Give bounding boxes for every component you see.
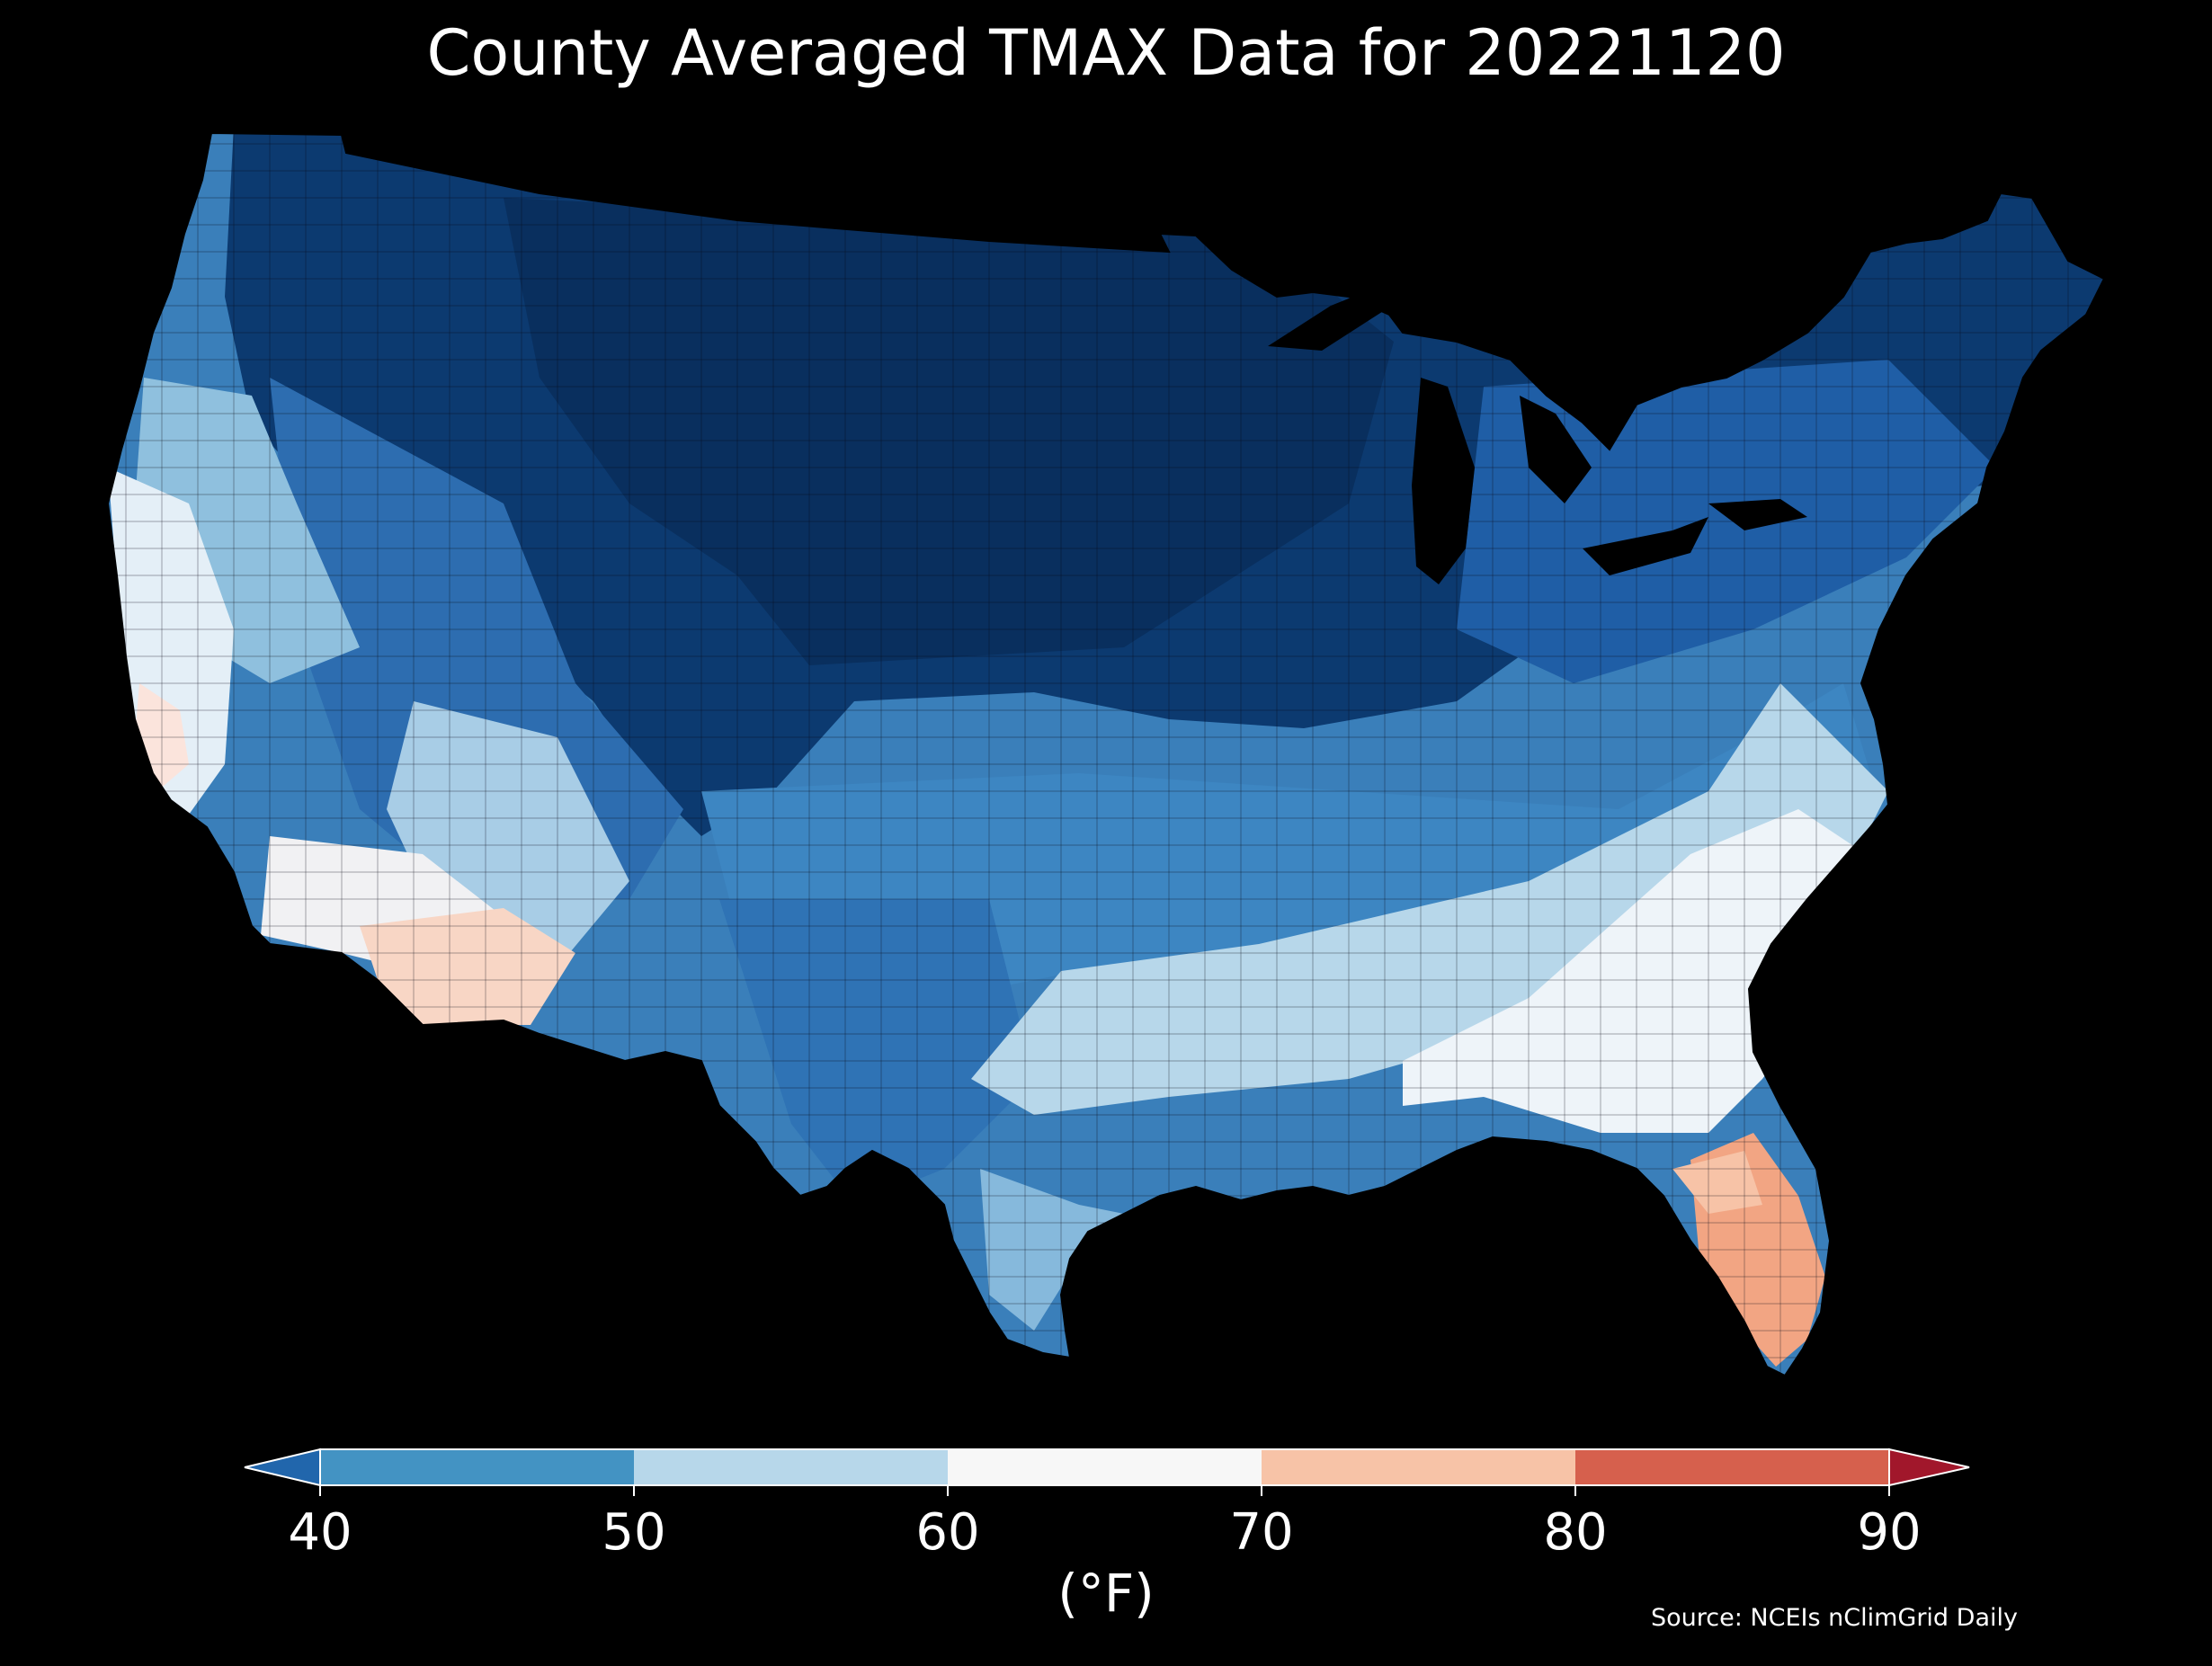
colorbar — [244, 1448, 1970, 1496]
page-title: County Averaged TMAX Data for 20221120 — [426, 16, 1786, 90]
lake-superior — [1268, 288, 1385, 351]
source-note: Source: NCEIs nClimGrid Daily — [1651, 1604, 2018, 1632]
colorbar-bin — [1575, 1449, 1889, 1485]
lake-erie — [1583, 517, 1708, 575]
colorbar-tick-label: 80 — [1543, 1503, 1608, 1562]
colorbar-unit-label: (°F) — [1057, 1563, 1155, 1624]
colorbar-under-arrow — [244, 1448, 321, 1487]
colorbar-tick-label: 70 — [1229, 1503, 1294, 1562]
lake-huron — [1520, 396, 1592, 503]
colorbar-tick-label: 60 — [915, 1503, 980, 1562]
colorbar-bin — [948, 1449, 1262, 1485]
colorbar-bin — [320, 1449, 634, 1485]
colorbar-bin — [634, 1449, 948, 1485]
lake-michigan — [1412, 378, 1475, 584]
colorbar-tick-label: 90 — [1857, 1503, 1922, 1562]
colorbar-tick-label: 40 — [288, 1503, 352, 1562]
colorbar-over-arrow — [1888, 1448, 1970, 1487]
lake-ontario — [1708, 499, 1807, 530]
colorbar-tick-label: 50 — [602, 1503, 666, 1562]
colorbar-bin — [1262, 1449, 1575, 1485]
